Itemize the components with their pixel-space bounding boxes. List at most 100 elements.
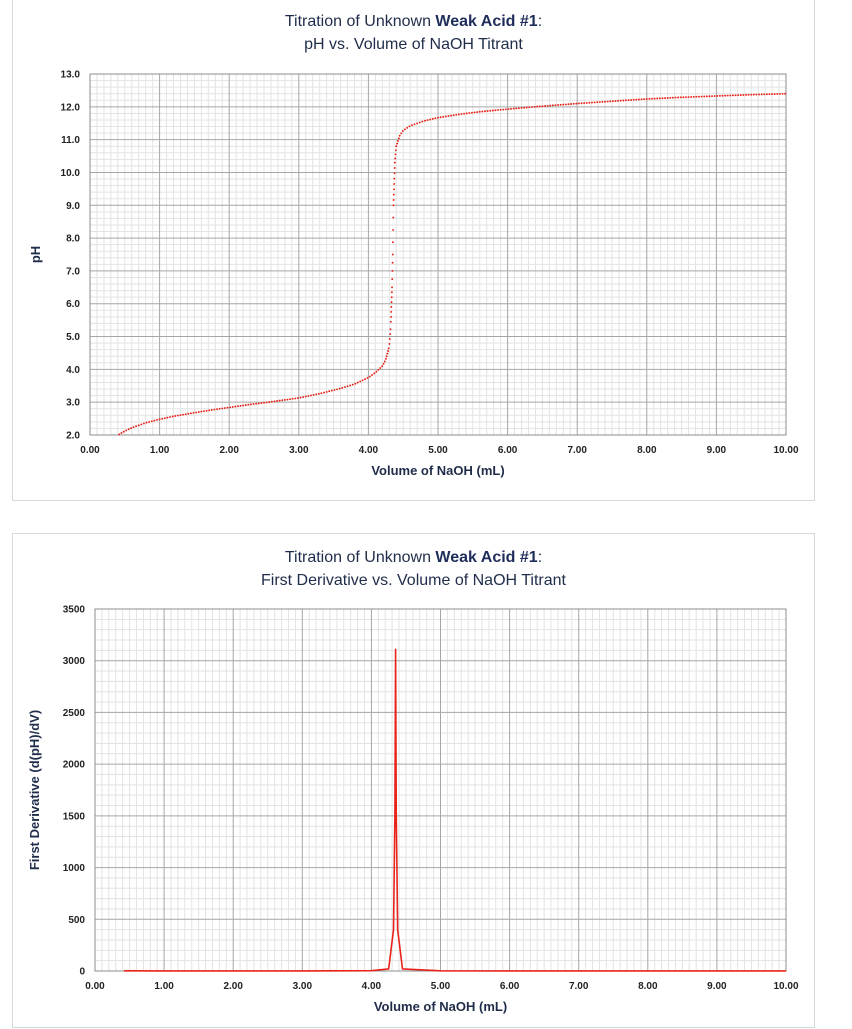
data-point (502, 108, 505, 111)
data-point (567, 103, 570, 106)
data-point (310, 394, 312, 397)
data-point (698, 95, 700, 98)
data-point (179, 414, 182, 417)
data-point (645, 97, 648, 100)
data-point (278, 399, 281, 402)
data-point (700, 95, 703, 98)
data-point (737, 94, 740, 97)
data-point (223, 407, 226, 409)
data-point (731, 94, 734, 97)
data-point (656, 97, 659, 100)
data-point (221, 407, 224, 410)
data-point (638, 98, 640, 101)
data-point (413, 123, 416, 126)
data-point (182, 413, 185, 416)
data-point (203, 410, 205, 413)
data-point (546, 104, 549, 107)
ph-chart-title-line2: pH vs. Volume of NaOH Titrant (304, 36, 523, 53)
data-point (125, 429, 128, 432)
data-point (421, 120, 424, 123)
data-point (465, 112, 468, 115)
data-point (718, 94, 721, 97)
data-point (434, 117, 437, 120)
data-point (394, 153, 397, 156)
data-point (682, 96, 685, 99)
data-point (559, 103, 562, 106)
data-point (171, 415, 174, 418)
data-point (515, 107, 518, 110)
data-point (510, 107, 513, 110)
data-point (406, 126, 409, 129)
data-point (140, 423, 143, 426)
data-point (538, 105, 541, 108)
data-point (192, 411, 195, 414)
y-tick-label: 3500 (63, 605, 86, 616)
data-point (752, 93, 755, 96)
data-point (122, 430, 125, 433)
data-point (252, 403, 255, 405)
data-point (591, 101, 593, 104)
data-point (390, 306, 393, 308)
data-point (210, 409, 213, 411)
data-point (640, 98, 643, 101)
derivative-chart-plot: 0.00 1.00 2.00 3.00 4.00 5.00 6.00 7.00 8.00 9.00… (27, 605, 799, 1015)
data-point (763, 93, 766, 96)
y-tick-label: 6.0 (66, 299, 80, 310)
x-tick-label: 9.00 (707, 981, 727, 992)
x-tick-label: 7.00 (567, 445, 587, 456)
data-point (549, 104, 552, 107)
data-point (468, 112, 471, 115)
data-point (750, 93, 753, 96)
x-tick-label: 1.00 (150, 445, 170, 456)
data-point (765, 93, 768, 96)
data-point (601, 100, 604, 103)
data-point (395, 145, 398, 148)
data-point (392, 204, 395, 207)
data-point (551, 104, 554, 107)
data-point (609, 100, 612, 103)
data-point (658, 97, 661, 100)
data-point (270, 400, 273, 403)
data-point (398, 134, 401, 137)
data-point (643, 98, 646, 101)
data-point (452, 114, 455, 117)
data-point (383, 360, 386, 363)
y-tick-label: 2.0 (66, 431, 80, 442)
y-tick-label: 8.0 (66, 234, 80, 245)
data-point (745, 93, 747, 96)
data-point (470, 111, 473, 114)
data-point (778, 92, 781, 95)
data-point (226, 406, 229, 409)
data-point (463, 112, 466, 115)
data-point (346, 385, 349, 388)
data-point (291, 397, 294, 400)
data-point (747, 93, 750, 96)
x-tick-label: 9.00 (707, 445, 727, 456)
data-point (343, 386, 346, 389)
data-point (391, 278, 394, 281)
data-point (489, 109, 492, 112)
data-point (377, 368, 380, 371)
data-point (142, 422, 145, 425)
x-tick-label: 2.00 (223, 981, 243, 992)
data-point (242, 404, 245, 407)
data-point (760, 93, 763, 96)
data-point (604, 100, 606, 103)
data-point (394, 149, 397, 152)
x-tick-label: 10.00 (773, 981, 798, 992)
data-point (341, 386, 344, 389)
y-axis-title: pH (28, 246, 43, 263)
data-point (349, 384, 352, 387)
plot-area-border (89, 73, 787, 436)
data-point (577, 102, 580, 105)
data-point (336, 388, 339, 391)
data-point (431, 117, 434, 120)
data-point (388, 342, 391, 345)
data-point (388, 338, 391, 340)
data-point (236, 405, 239, 408)
data-point (497, 109, 499, 111)
data-point (742, 94, 745, 96)
data-point (216, 408, 218, 411)
data-point (148, 421, 151, 423)
data-point (381, 365, 384, 368)
